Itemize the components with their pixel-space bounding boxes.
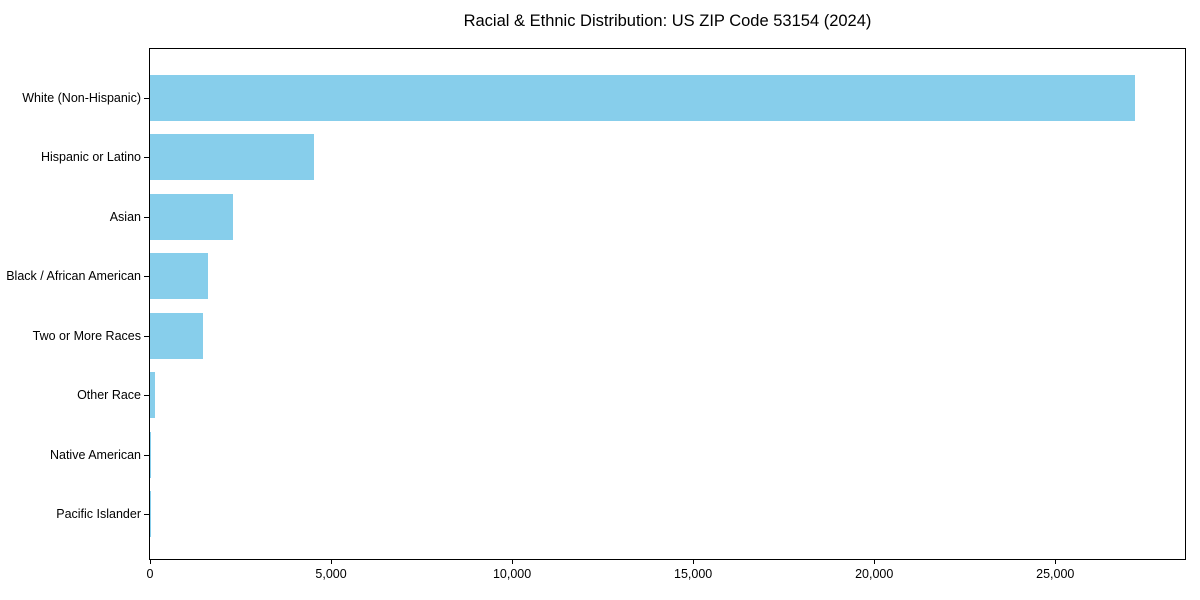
x-tick-mark <box>1055 559 1057 564</box>
y-tick-mark <box>144 157 149 159</box>
y-tick-mark <box>144 514 149 516</box>
x-tick-mark <box>874 559 876 564</box>
x-tick-mark <box>693 559 695 564</box>
bar-hispanic-or-latino <box>150 134 314 181</box>
x-tick-mark <box>150 559 151 564</box>
y-tick-label: Hispanic or Latino <box>40 150 141 165</box>
y-tick-label: Black / African American <box>6 269 141 284</box>
y-tick-label: Two or More Races <box>32 328 141 343</box>
chart-title: Racial & Ethnic Distribution: US ZIP Cod… <box>463 12 872 30</box>
y-tick-mark <box>144 395 149 397</box>
y-tick-mark <box>144 454 149 456</box>
x-tick-label: 15,000 <box>674 567 713 581</box>
y-tick-mark <box>144 97 149 99</box>
bar-two-or-more-races <box>150 312 204 359</box>
bar-other-race <box>150 372 156 419</box>
y-tick-mark <box>144 216 149 218</box>
bar-asian <box>150 193 233 240</box>
bar-white-non-hispanic <box>150 74 1135 121</box>
x-tick-label: 20,000 <box>855 567 894 581</box>
y-tick-mark <box>144 335 149 337</box>
y-tick-label: Asian <box>109 209 141 224</box>
y-tick-mark <box>144 276 149 278</box>
y-tick-label: Other Race <box>77 388 141 403</box>
y-tick-label: Native American <box>49 447 141 462</box>
x-tick-mark <box>512 559 514 564</box>
bar-native-american <box>150 431 152 478</box>
x-tick-label: 0 <box>146 567 154 581</box>
x-tick-mark <box>331 559 333 564</box>
plot-area: White (Non-Hispanic) Hispanic or Latino As… <box>6 48 1186 581</box>
x-tick-label: 10,000 <box>492 567 532 581</box>
x-tick-label: 5,000 <box>315 567 347 581</box>
y-tick-label: White (Non-Hispanic) <box>22 90 141 105</box>
bar-black-african-american <box>150 253 208 300</box>
x-tick-label: 25,000 <box>1036 567 1075 581</box>
y-tick-label: Pacific Islander <box>56 507 141 522</box>
